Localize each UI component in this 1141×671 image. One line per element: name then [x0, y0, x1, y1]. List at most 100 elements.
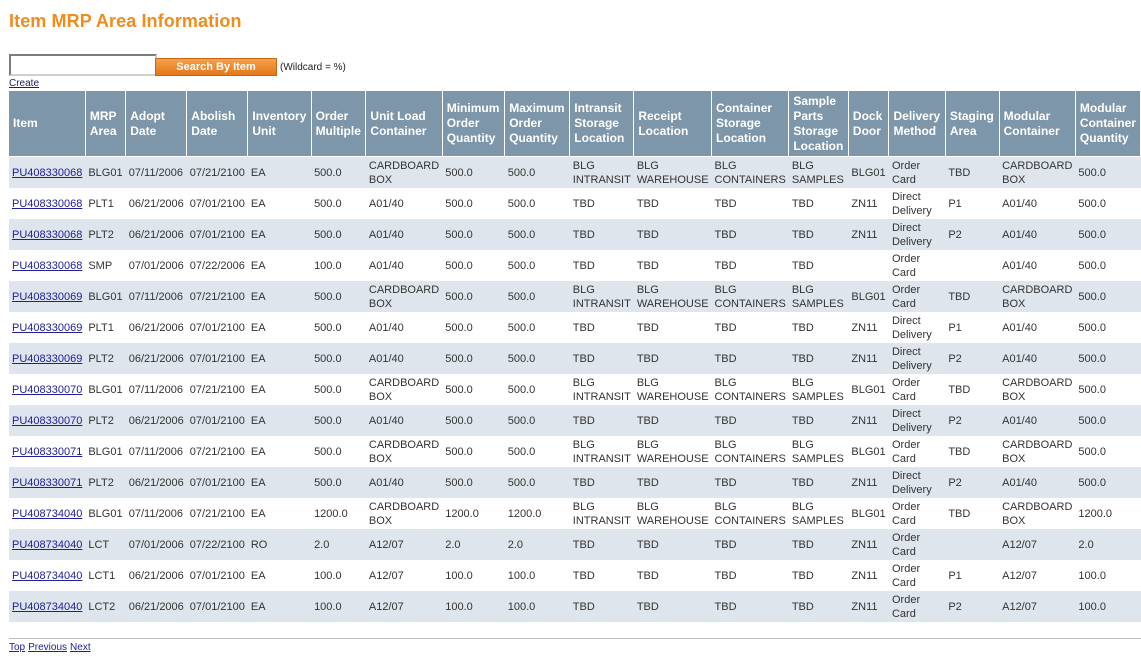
- table-cell: 1200.0: [442, 498, 505, 529]
- table-cell: TBD: [569, 343, 634, 374]
- item-link[interactable]: PU408734040: [12, 538, 83, 551]
- table-cell: P2: [945, 219, 1000, 250]
- top-link[interactable]: Top: [9, 642, 26, 653]
- item-link[interactable]: PU408330068: [12, 166, 83, 179]
- table-cell: 07/01/2006: [125, 250, 187, 281]
- table-cell: 07/01/2100: [186, 188, 248, 219]
- item-link[interactable]: PU408330068: [12, 197, 83, 210]
- table-cell: 500.0: [442, 219, 505, 250]
- table-cell: 07/22/2100: [186, 529, 248, 560]
- table-cell: 100.0: [311, 591, 366, 622]
- table-cell: ZN11: [848, 529, 889, 560]
- table-cell: EA: [247, 436, 312, 467]
- search-by-item-button[interactable]: Search By Item: [155, 58, 277, 76]
- table-cell: 500.0: [504, 405, 570, 436]
- table-cell: ZN11: [848, 591, 889, 622]
- table-cell: EA: [247, 560, 312, 591]
- column-header: Abolish Date: [186, 91, 249, 157]
- table-cell: A01/40: [365, 188, 443, 219]
- table-cell: PU408330070: [9, 374, 86, 405]
- page-title: Item MRP Area Information: [9, 11, 242, 31]
- table-row: PU408734040 LCT1 06/21/2006 07/01/2100 EA 100…: [9, 560, 1141, 591]
- table-cell: BLG INTRANSIT: [569, 281, 634, 312]
- table-cell: BLG01: [848, 436, 889, 467]
- table-cell: BLG SAMPLES: [788, 281, 849, 312]
- item-link[interactable]: PU408734040: [12, 507, 83, 520]
- table-cell: BLG SAMPLES: [788, 156, 849, 188]
- table-row: PU408330071 PLT2 06/21/2006 07/01/2100 EA 500…: [9, 467, 1141, 498]
- table-cell: LCT1: [85, 560, 126, 591]
- column-header: Sample Parts Storage Location: [788, 91, 849, 157]
- table-cell: 500.0: [504, 312, 570, 343]
- create-link[interactable]: Create: [9, 78, 40, 89]
- item-mrp-table: Item MRP Area Adopt Date Abolish Date Invent…: [9, 91, 1141, 622]
- item-link[interactable]: PU408330068: [12, 259, 83, 272]
- table-cell: CARDBOARD BOX: [365, 436, 443, 467]
- table-cell: EA: [247, 374, 312, 405]
- table-cell: 07/01/2100: [186, 343, 248, 374]
- table-cell: 500.0: [504, 467, 570, 498]
- table-cell: 500.0: [1075, 436, 1141, 467]
- table-cell: 1200.0: [504, 498, 570, 529]
- item-link[interactable]: PU408330071: [12, 445, 83, 458]
- previous-link[interactable]: Previous: [28, 642, 68, 653]
- table-cell: TBD: [711, 250, 789, 281]
- column-header: Unit Load Container: [365, 91, 443, 157]
- item-link[interactable]: PU408330071: [12, 476, 83, 489]
- table-cell: PU408330071: [9, 436, 86, 467]
- column-header: Item: [9, 91, 86, 157]
- table-cell: BLG CONTAINERS: [711, 374, 789, 405]
- table-cell: TBD: [711, 467, 789, 498]
- table-cell: Direct Delivery: [888, 188, 946, 219]
- table-cell: 07/01/2100: [186, 591, 248, 622]
- table-cell: EA: [247, 219, 312, 250]
- table-cell: P2: [945, 591, 1000, 622]
- table-cell: 500.0: [1075, 250, 1141, 281]
- column-header: Dock Door: [848, 91, 890, 157]
- item-link[interactable]: PU408330070: [12, 383, 83, 396]
- table-cell: 06/21/2006: [125, 560, 187, 591]
- table-cell: EA: [247, 498, 312, 529]
- table-cell: 500.0: [504, 436, 570, 467]
- table-cell: TBD: [788, 343, 849, 374]
- table-cell: 100.0: [1075, 560, 1141, 591]
- table-cell: 06/21/2006: [125, 219, 187, 250]
- item-link[interactable]: PU408734040: [12, 569, 83, 582]
- table-cell: BLG01: [848, 374, 889, 405]
- table-cell: 100.0: [311, 250, 366, 281]
- search-input[interactable]: [9, 54, 157, 76]
- table-cell: 500.0: [442, 374, 505, 405]
- table-cell: 1200.0: [311, 498, 366, 529]
- item-link[interactable]: PU408330069: [12, 352, 83, 365]
- table-cell: TBD: [711, 343, 789, 374]
- table-cell: A01/40: [365, 467, 443, 498]
- table-cell: A01/40: [999, 343, 1076, 374]
- table-cell: 500.0: [1075, 281, 1141, 312]
- column-header: Staging Area: [945, 91, 1000, 157]
- table-cell: 06/21/2006: [125, 188, 187, 219]
- table-row: PU408330071 BLG01 07/11/2006 07/21/2100 EA 50…: [9, 436, 1141, 467]
- table-cell: PLT2: [85, 467, 126, 498]
- table-row: PU408734040 LCT2 06/21/2006 07/01/2100 EA 100…: [9, 591, 1141, 622]
- item-link[interactable]: PU408330069: [12, 290, 83, 303]
- item-link[interactable]: PU408330068: [12, 228, 83, 241]
- table-cell: ZN11: [848, 343, 889, 374]
- table-cell: PLT1: [85, 188, 126, 219]
- table-cell: BLG CONTAINERS: [711, 436, 789, 467]
- table-cell: ZN11: [848, 560, 889, 591]
- item-link[interactable]: PU408330069: [12, 321, 83, 334]
- table-cell: A12/07: [999, 591, 1076, 622]
- table-cell: 2.0: [311, 529, 366, 560]
- table-cell: 06/21/2006: [125, 312, 187, 343]
- table-cell: TBD: [788, 529, 849, 560]
- table-cell: ZN11: [848, 219, 889, 250]
- table-cell: A01/40: [999, 467, 1076, 498]
- table-cell: 500.0: [442, 343, 505, 374]
- item-link[interactable]: PU408330070: [12, 414, 83, 427]
- table-cell: BLG01: [85, 436, 126, 467]
- table-cell: [945, 529, 1000, 560]
- item-link[interactable]: PU408734040: [12, 600, 83, 613]
- table-cell: TBD: [633, 405, 712, 436]
- table-cell: TBD: [711, 529, 789, 560]
- next-link[interactable]: Next: [70, 642, 91, 653]
